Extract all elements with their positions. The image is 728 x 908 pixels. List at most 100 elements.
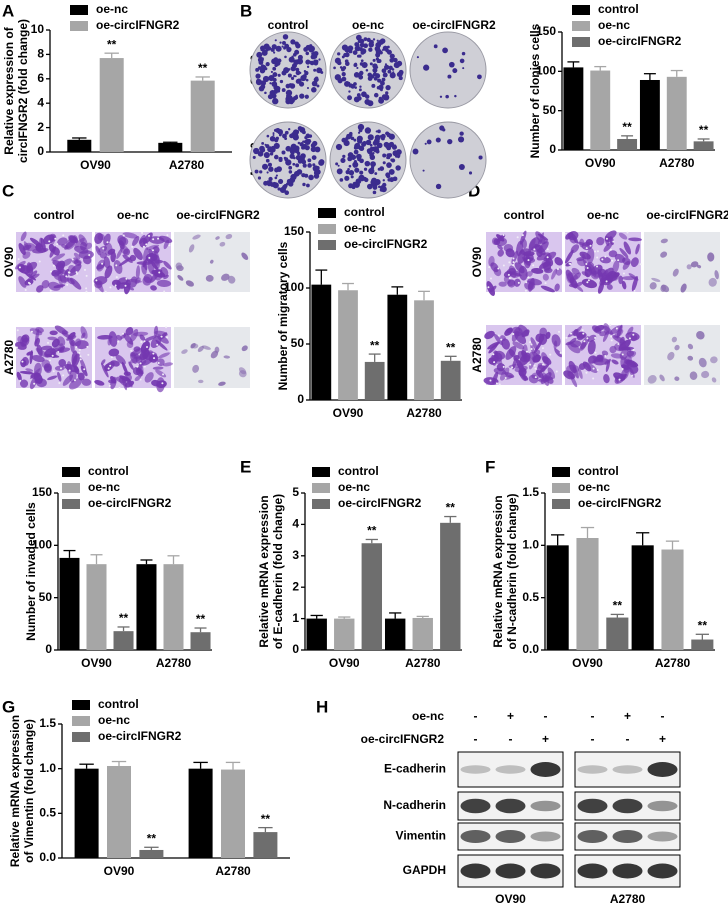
colony: [372, 185, 378, 190]
significance: **: [446, 501, 456, 515]
colony: [281, 70, 287, 76]
colony: [290, 39, 296, 45]
cell: [22, 251, 31, 259]
column-label: control: [268, 18, 309, 32]
cell: [497, 249, 504, 257]
colony: [297, 60, 301, 63]
colony: [378, 185, 381, 189]
colony: [376, 41, 381, 47]
cell: [555, 268, 563, 276]
colony: [347, 45, 354, 51]
pore: [110, 356, 113, 359]
cell: [690, 261, 699, 268]
y-tick-label: 150: [32, 485, 52, 499]
pore: [57, 351, 60, 354]
colony: [334, 57, 341, 64]
colony: [274, 167, 278, 172]
colony: [392, 176, 398, 182]
panel-letter: B: [240, 1, 252, 20]
condition-sign: -: [509, 732, 513, 746]
colony: [385, 132, 388, 135]
cell: [19, 379, 29, 388]
x-tick-label: OV90: [104, 864, 135, 878]
bar: [139, 849, 164, 858]
pore: [148, 234, 151, 237]
colony: [395, 165, 401, 171]
cell: [531, 372, 542, 380]
pore: [582, 332, 585, 335]
cell: [99, 252, 107, 259]
colony: [362, 141, 367, 146]
legend-label: oe-circIFNGR2: [578, 496, 662, 510]
condition-sign: -: [661, 709, 665, 723]
pore: [125, 277, 128, 280]
bar: [414, 300, 434, 400]
column-label: oe-circIFNGR2: [176, 208, 260, 222]
pore: [596, 256, 599, 259]
bar: [563, 67, 584, 150]
pore: [596, 250, 599, 253]
colony: [305, 59, 311, 65]
error-bar: [258, 826, 273, 833]
cell: [687, 343, 694, 350]
cell: [218, 381, 226, 386]
pore: [594, 336, 597, 339]
pore: [15, 346, 18, 349]
pore: [124, 284, 127, 287]
pore: [62, 374, 65, 377]
cell: [210, 350, 219, 359]
cell: [554, 348, 563, 358]
bar: [59, 557, 80, 650]
cell: [572, 272, 581, 281]
pore: [83, 368, 86, 371]
colony: [299, 93, 305, 99]
colony: [283, 46, 287, 50]
x-tick-label: A2780: [215, 864, 251, 878]
cell: [188, 244, 195, 253]
cell: [197, 345, 204, 353]
pore: [18, 266, 21, 269]
colony: [288, 165, 293, 170]
colony: [350, 154, 357, 160]
colony: [306, 183, 310, 188]
legend-swatch: [572, 37, 590, 47]
cell: [628, 237, 642, 242]
colony: [369, 151, 373, 155]
cell: [96, 259, 105, 272]
colony: [398, 76, 403, 81]
cell: [116, 281, 121, 291]
pore: [512, 332, 515, 335]
cell: [570, 244, 580, 254]
cell: [671, 336, 677, 343]
pore: [114, 284, 117, 287]
colony: [393, 144, 397, 148]
colony: [359, 42, 365, 48]
cell: [155, 369, 167, 378]
colony: [397, 154, 401, 158]
panel-letter: F: [485, 457, 495, 476]
colony: [376, 74, 379, 77]
cell: [511, 250, 519, 265]
band: [612, 863, 643, 879]
colony: [295, 43, 301, 49]
cell: [175, 262, 183, 270]
pore: [104, 290, 107, 293]
y-tick-label: 2: [292, 579, 299, 593]
y-tick-label: 0.5: [522, 590, 539, 604]
cell: [532, 354, 542, 363]
colony: [281, 45, 284, 48]
cell: [594, 325, 605, 332]
pore: [507, 273, 510, 276]
colony: [367, 134, 374, 141]
colony: [394, 154, 398, 158]
y-tick-label: 4: [37, 95, 44, 109]
cell: [43, 363, 52, 372]
cell: [524, 257, 536, 264]
significance: **: [370, 338, 380, 352]
colony: [362, 176, 367, 181]
cell: [565, 232, 574, 240]
colony: [260, 64, 265, 69]
y-axis-label: Number of migratory cells: [276, 241, 290, 390]
pore: [521, 234, 524, 237]
cell: [609, 345, 617, 354]
